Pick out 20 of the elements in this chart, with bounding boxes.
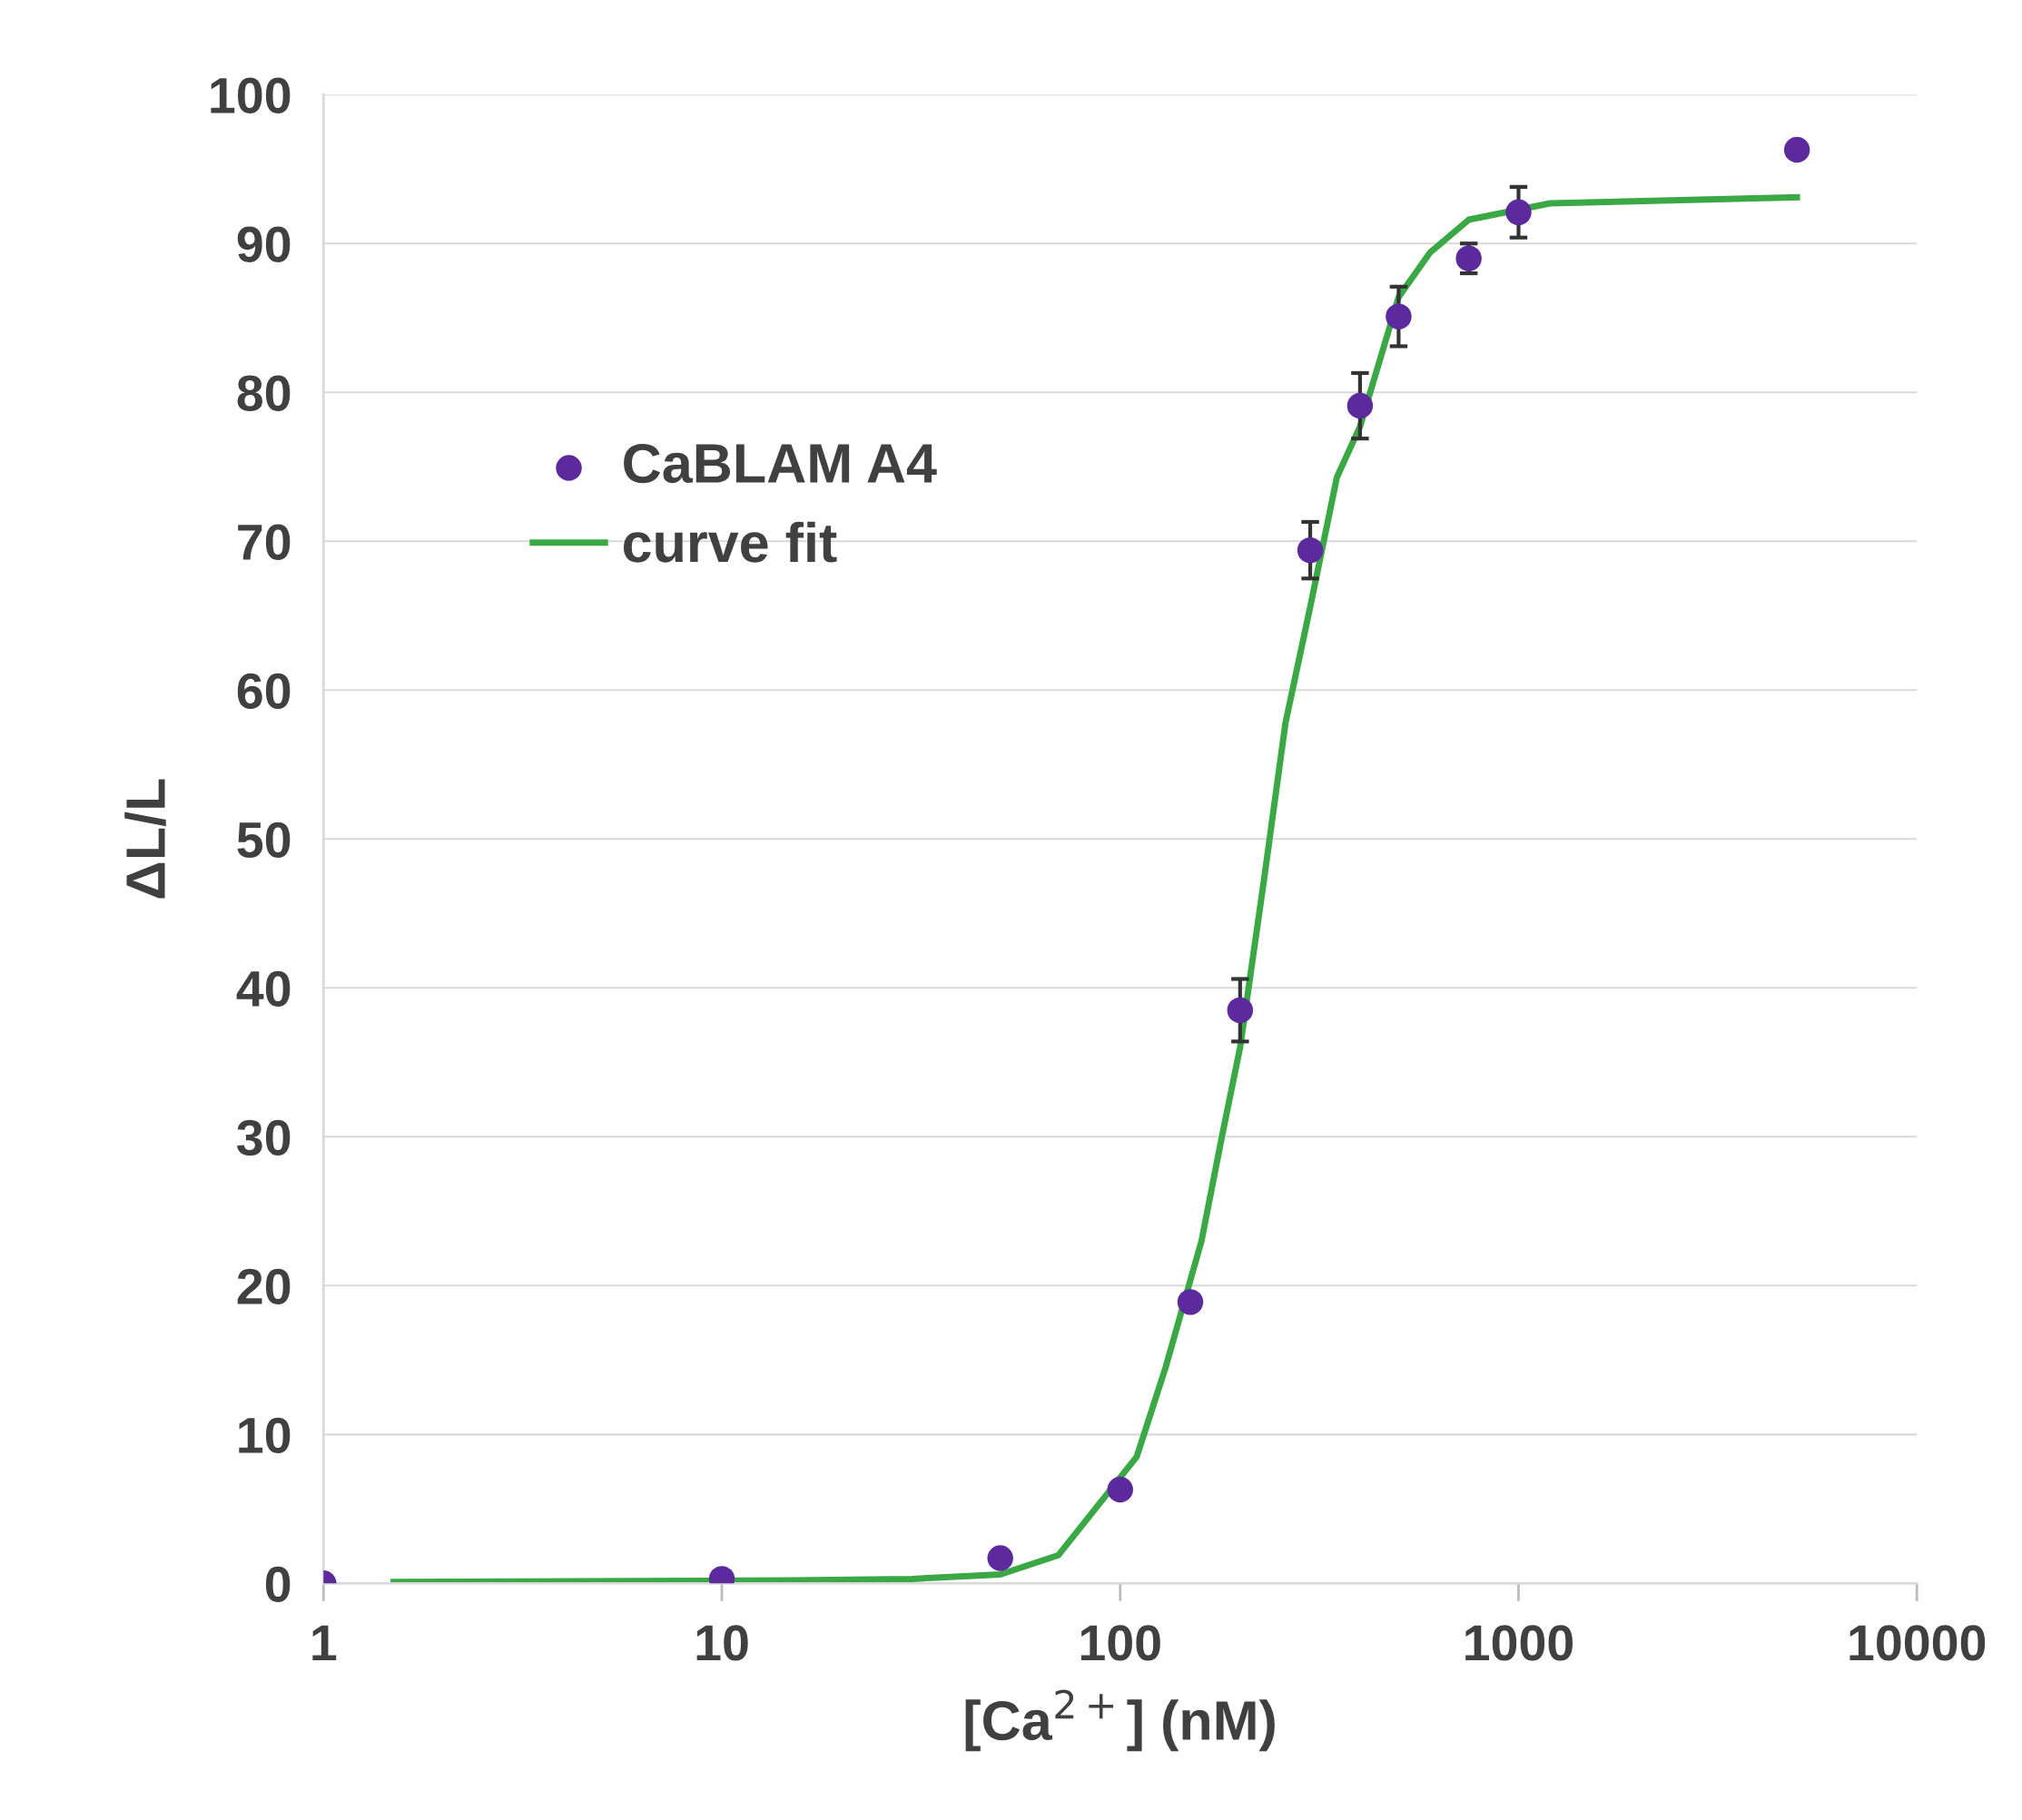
legend-label: curve fit <box>623 521 837 563</box>
x-tick-label: 1 <box>312 1625 337 1661</box>
y-tick-label: 10 <box>239 1417 291 1454</box>
x-tick-label: 1000 <box>1465 1625 1573 1661</box>
y-tick-label: 80 <box>237 375 291 411</box>
y-tick-label: 70 <box>238 524 291 560</box>
legend-label: CaBLAM A4 <box>624 443 937 484</box>
y-axis-title: ΔL/L <box>124 779 166 899</box>
y-tick-label: 0 <box>265 1566 291 1603</box>
y-tick-label: 50 <box>237 821 291 858</box>
x-tick-label: 100 <box>1080 1625 1160 1661</box>
x-axis-title: [Ca$^{2+}$] (nM) <box>965 1689 1275 1752</box>
y-tick-label: 30 <box>237 1119 291 1156</box>
y-tick-label: 40 <box>236 970 291 1007</box>
x-tick-label: 10 <box>696 1625 748 1661</box>
x-tick-label: 10000 <box>1849 1625 1986 1661</box>
y-tick-label: 100 <box>211 77 291 113</box>
y-tick-label: 60 <box>237 673 291 709</box>
y-tick-label: 90 <box>237 226 291 262</box>
y-tick-label: 20 <box>237 1268 291 1305</box>
